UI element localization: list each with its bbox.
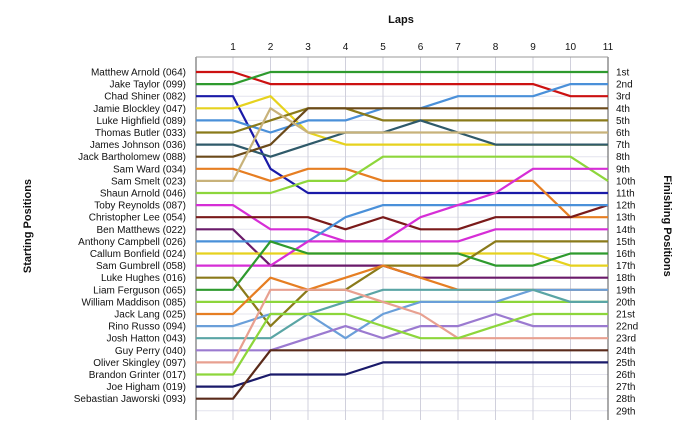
x-tick-label: 5	[380, 42, 386, 53]
start-position-label: Brandon Grinter (017)	[89, 370, 186, 381]
x-tick-label: 3	[305, 42, 311, 53]
finish-position-label: 10th	[616, 176, 635, 187]
start-position-label: James Johnson (036)	[90, 140, 186, 151]
start-position-label: Sam Gumbrell (058)	[96, 261, 186, 272]
driver-line	[196, 288, 608, 340]
driver-line	[196, 167, 608, 267]
driver-line	[196, 107, 608, 182]
finish-position-label: 23rd	[616, 334, 636, 345]
driver-line	[196, 312, 608, 376]
finish-position-label: 25th	[616, 358, 635, 369]
finish-position-label: 8th	[616, 152, 630, 163]
finish-position-label: 7th	[616, 140, 630, 151]
driver-line	[196, 204, 609, 231]
finish-position-label: 15th	[616, 237, 635, 248]
start-position-label: Sam Smelt (023)	[111, 176, 186, 187]
finish-position-label: 21st	[616, 310, 635, 321]
x-tick-label: 11	[603, 42, 614, 53]
driver-line	[196, 70, 608, 86]
start-position-label: Luke Hughes (016)	[101, 273, 186, 284]
start-position-label: Jack Bartholomew (088)	[78, 152, 186, 163]
x-tick-label: 9	[530, 42, 536, 53]
start-position-label: Sam Ward (034)	[113, 164, 186, 175]
finish-position-label: 28th	[616, 394, 635, 405]
driver-line	[196, 240, 608, 328]
driver-line	[196, 70, 608, 98]
start-position-label: Ben Matthews (022)	[97, 225, 187, 236]
finish-position-label: 16th	[616, 249, 635, 260]
driver-line	[196, 204, 608, 243]
driver-line	[196, 349, 608, 400]
finish-position-label: 20th	[616, 297, 635, 308]
start-position-label: Shaun Arnold (046)	[100, 189, 186, 200]
x-tick-label: 6	[418, 42, 424, 53]
finish-position-label: 19th	[616, 285, 635, 296]
x-axis-title: Laps	[388, 14, 414, 26]
start-position-label: Josh Hatton (043)	[107, 334, 187, 345]
start-position-label: Jamie Blockley (047)	[93, 104, 186, 115]
start-position-label: Joe Higham (019)	[107, 382, 186, 393]
finish-position-label: 22nd	[616, 322, 638, 333]
finish-position-label: 17th	[616, 261, 635, 272]
finish-position-label: 9th	[616, 164, 630, 175]
x-tick-label: 1	[230, 42, 236, 53]
start-position-label: Chad Shiner (082)	[104, 92, 186, 103]
y-axis-title-right: Finishing Positions	[661, 175, 673, 276]
finish-position-label: 5th	[616, 116, 630, 127]
finish-position-label: 1st	[616, 68, 630, 79]
finish-position-label: 6th	[616, 128, 630, 139]
driver-line	[196, 119, 608, 158]
driver-line	[196, 240, 608, 291]
finish-position-label: 2nd	[616, 80, 633, 91]
start-position-label: Matthew Arnold (064)	[91, 68, 186, 79]
driver-line	[196, 204, 608, 243]
start-position-label: Thomas Butler (033)	[95, 128, 186, 139]
series-layer	[196, 70, 609, 400]
start-position-label: William Maddison (085)	[82, 297, 186, 308]
driver-line	[196, 288, 608, 364]
x-tick-label: 10	[565, 42, 577, 53]
finish-position-label: 24th	[616, 346, 635, 357]
labels-layer: 1 2 3 4 5 6 7 8 9 10 11 1st2nd3rd4th5th6th7th8th9th…	[74, 42, 639, 417]
finish-position-label: 11th	[616, 189, 635, 200]
finish-position-label: 29th	[616, 406, 635, 417]
start-position-label: Jack Lang (025)	[114, 310, 186, 321]
x-tick-label: 4	[343, 42, 349, 53]
start-position-label: Anthony Campbell (026)	[78, 237, 186, 248]
y-axis-title-left: Starting Positions	[22, 179, 34, 273]
start-position-label: Sebastian Jaworski (093)	[74, 394, 186, 405]
x-tick-label: 8	[493, 42, 499, 53]
start-position-label: Luke Highfield (089)	[97, 116, 187, 127]
driver-line	[196, 107, 608, 158]
finish-position-label: 26th	[616, 370, 635, 381]
start-position-label: Callum Bonfield (024)	[90, 249, 186, 260]
start-position-label: Rino Russo (094)	[108, 322, 186, 333]
x-tick-label: 2	[268, 42, 274, 53]
driver-line	[196, 167, 608, 219]
start-position-label: Liam Ferguson (065)	[93, 285, 186, 296]
finish-position-label: 3rd	[616, 92, 630, 103]
start-position-label: Guy Perry (040)	[115, 346, 186, 357]
x-tick-label: 7	[455, 42, 461, 53]
driver-line	[196, 95, 608, 195]
finish-position-label: 13th	[616, 213, 635, 224]
finish-position-label: 12th	[616, 201, 635, 212]
start-position-label: Christopher Lee (054)	[89, 213, 186, 224]
driver-line	[196, 155, 609, 195]
finish-position-label: 27th	[616, 382, 635, 393]
finish-position-label: 4th	[616, 104, 630, 115]
finish-position-label: 18th	[616, 273, 635, 284]
start-position-label: Jake Taylor (099)	[109, 80, 186, 91]
start-position-label: Toby Reynolds (087)	[94, 201, 186, 212]
driver-line	[196, 361, 608, 388]
start-position-label: Oliver Skingley (097)	[93, 358, 186, 369]
finish-position-label: 14th	[616, 225, 635, 236]
